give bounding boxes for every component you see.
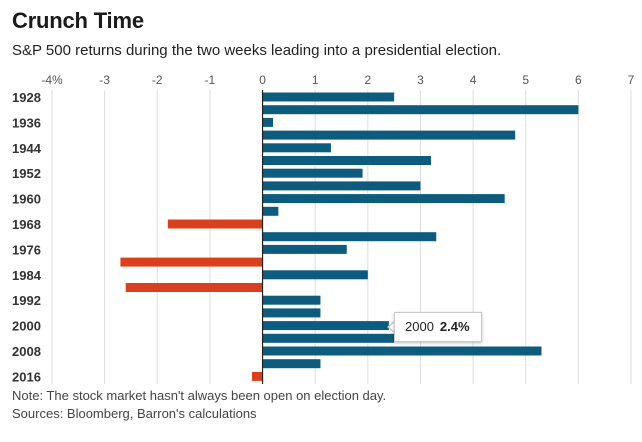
- y-tick-label: 1992: [12, 293, 41, 308]
- y-tick-label: 1944: [12, 141, 42, 156]
- x-tick-label: -1: [205, 73, 216, 87]
- x-tick-label: 0: [259, 73, 266, 87]
- bar-1944: [262, 143, 331, 153]
- bar-1932: [262, 105, 579, 115]
- bar-2008: [262, 346, 542, 356]
- x-tick-label: 5: [522, 73, 529, 87]
- y-tick-label: 1952: [12, 166, 41, 181]
- bar-1968: [167, 219, 263, 229]
- x-tick-label: 4: [470, 73, 477, 87]
- y-tick-label: 2008: [12, 344, 41, 359]
- y-tick-label: 1984: [12, 268, 42, 283]
- bar-1936: [262, 117, 274, 127]
- bar-1948: [262, 156, 431, 165]
- bar-1940: [262, 130, 516, 140]
- bar-1996: [262, 308, 321, 318]
- y-tick-label: 1976: [12, 242, 41, 257]
- x-tick-label: 1: [312, 73, 319, 87]
- bar-2012: [262, 359, 321, 369]
- x-tick-label: 6: [575, 73, 582, 87]
- x-tick-label: 7: [628, 73, 635, 87]
- chart-note: Note: The stock market hasn't always bee…: [12, 388, 387, 403]
- y-tick-label: 1960: [12, 192, 41, 207]
- bar-1988: [125, 283, 263, 292]
- bar-1976: [262, 244, 347, 254]
- bar-1972: [262, 232, 437, 242]
- bar-2004: [262, 333, 395, 343]
- bar-chart: -4% -3 -2 -1 0 1 2 3 4 5 6 7 1928 1936 1944 1952 1960 196…: [12, 73, 635, 384]
- y-tick-label: 2016: [12, 369, 41, 384]
- y-tick-label: 1936: [12, 115, 41, 130]
- y-tick-label: 1968: [12, 217, 41, 232]
- tooltip-value: 2.4%: [439, 319, 470, 334]
- bar-1992: [262, 295, 321, 305]
- x-tick-label: -2: [152, 73, 163, 87]
- x-tick-label: 2: [364, 73, 371, 87]
- bar-1952: [262, 168, 363, 178]
- data-tooltip: 2000 2.4%: [394, 312, 482, 342]
- x-tick-label: -3: [99, 73, 110, 87]
- bar-1960: [262, 194, 505, 204]
- bar-1980: [120, 257, 263, 267]
- bar-1928: [262, 92, 395, 102]
- bar-1964: [262, 206, 279, 216]
- y-tick-label: 2000: [12, 319, 41, 334]
- tooltip-year: 2000: [405, 319, 434, 334]
- bar-1984: [262, 270, 368, 280]
- bar-2016: [252, 371, 263, 381]
- x-tick-label: -4%: [41, 73, 63, 87]
- chart-subtitle: S&P 500 returns during the two weeks lea…: [12, 42, 502, 59]
- chart-title: Crunch Time: [12, 8, 144, 33]
- y-tick-label: 1928: [12, 90, 41, 105]
- x-tick-label: 3: [417, 73, 424, 87]
- bar-2000: [262, 321, 389, 331]
- tooltip-arrow-fill: [389, 322, 395, 332]
- bar-1956: [262, 181, 421, 191]
- chart-source: Sources: Bloomberg, Barron's calculation…: [12, 406, 257, 421]
